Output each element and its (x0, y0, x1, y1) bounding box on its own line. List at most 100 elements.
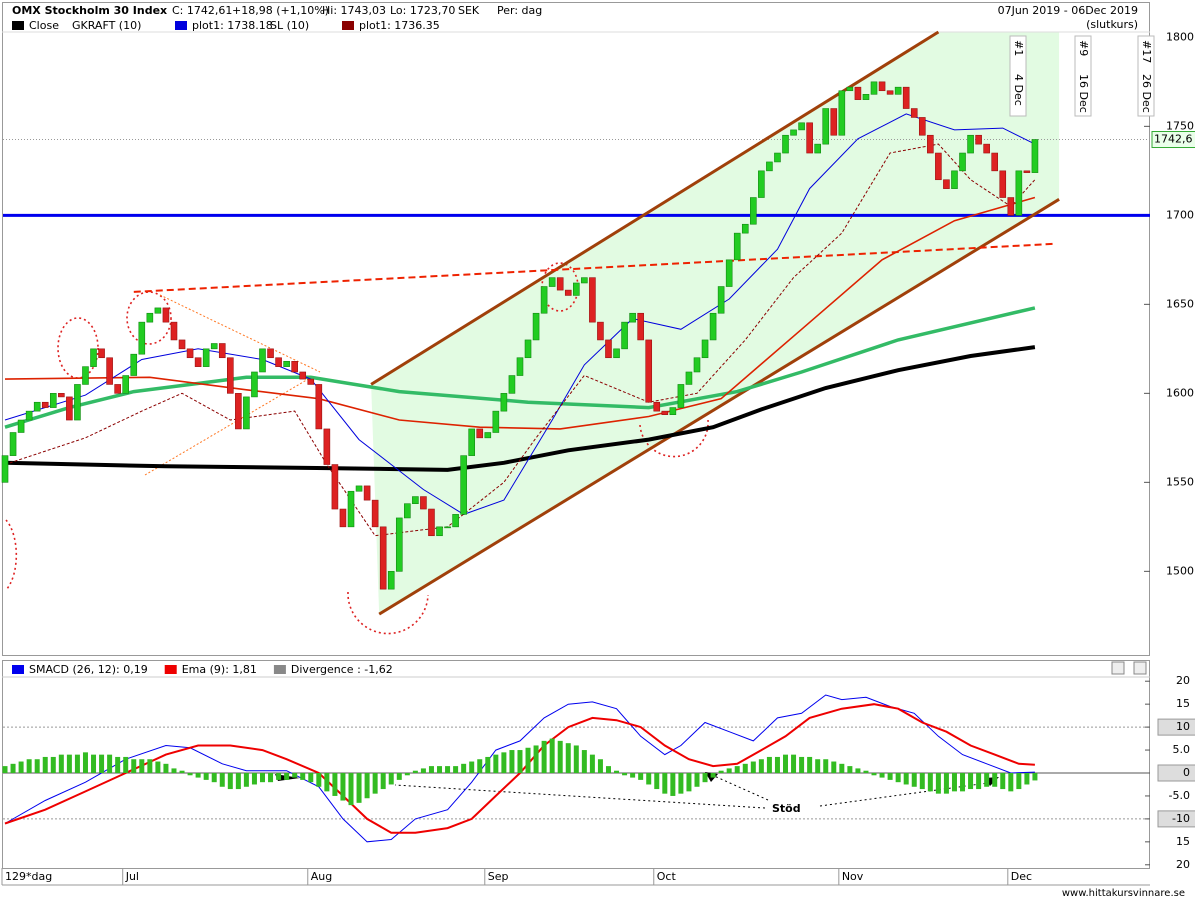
histogram-bar (324, 773, 330, 792)
histogram-bar (646, 773, 652, 785)
candle (838, 90, 846, 136)
panel-close-button[interactable] (1133, 661, 1147, 675)
header-field: Per: dag (497, 4, 542, 17)
candle (902, 86, 910, 109)
histogram-bar (863, 770, 869, 773)
candle (951, 170, 958, 189)
histogram-bar (163, 763, 169, 773)
candle (58, 393, 65, 398)
histogram-bar (1024, 773, 1030, 785)
candle (750, 197, 757, 225)
marker-date: 16 Dec (1077, 74, 1090, 113)
histogram-bar (300, 773, 306, 780)
histogram-bar (404, 773, 410, 776)
candle (275, 357, 282, 367)
histogram-bar (420, 768, 426, 773)
histogram-bar (276, 773, 282, 780)
candle (709, 312, 717, 341)
candle (975, 134, 982, 145)
candle (500, 393, 508, 412)
candle (492, 410, 500, 433)
legend-label: SMACD (26, 12): 0,19 (29, 663, 148, 676)
histogram-bar (292, 773, 298, 778)
candle (178, 339, 186, 350)
candle (283, 360, 290, 367)
histogram-bar (968, 773, 974, 790)
macd-line (4, 703, 1035, 834)
histogram-bar (589, 754, 595, 773)
histogram-bar (99, 754, 105, 773)
candle (323, 428, 331, 465)
candle (661, 410, 669, 416)
histogram-bar (10, 763, 16, 773)
price-basis: (slutkurs) (1086, 18, 1138, 31)
candle (98, 348, 105, 359)
histogram-bar (791, 754, 797, 773)
histogram-bar (412, 770, 418, 773)
histogram-bar (477, 759, 483, 773)
main-frame (2, 2, 1150, 656)
candle (766, 161, 773, 172)
candle (227, 357, 234, 394)
histogram-bar (284, 773, 290, 780)
foreground-layer: C: 1742,61 +18,98 (+1,10%)Hi: 1743,03 Lo: … (1, 4, 1195, 885)
histogram-bar (734, 766, 740, 773)
candle (959, 152, 966, 172)
candle (782, 134, 789, 154)
candle (251, 371, 258, 398)
candle (918, 117, 926, 136)
histogram-bar (348, 773, 354, 806)
candle (572, 282, 580, 296)
candle (170, 321, 178, 341)
histogram-bar (774, 756, 780, 773)
histogram-bar (815, 759, 821, 773)
histogram-bar (74, 754, 80, 773)
histogram-bar (541, 740, 547, 773)
candle (347, 490, 355, 528)
candle (605, 339, 612, 359)
candle (774, 152, 781, 163)
candle (830, 108, 838, 136)
candle (66, 396, 73, 421)
indicator-line (4, 113, 1036, 515)
marker-date: 26 Dec (1140, 74, 1153, 113)
annotation: Stöd (772, 802, 801, 815)
histogram-bar (887, 773, 893, 780)
histogram-bar (155, 761, 161, 773)
candle (218, 343, 226, 359)
header-field: +18,98 (+1,10%) (232, 4, 329, 17)
y-tick-label: 0 (1183, 766, 1190, 779)
histogram-bar (678, 773, 684, 794)
panel-button[interactable] (1111, 661, 1125, 675)
candle (886, 90, 894, 95)
candle (725, 259, 733, 287)
candle (25, 410, 33, 421)
x-tick-label: 129*dag (5, 870, 52, 883)
candle (669, 407, 677, 415)
histogram-bar (533, 745, 539, 773)
histogram-bar (107, 754, 113, 773)
candle (420, 496, 427, 510)
candle (548, 277, 556, 287)
histogram-bar (831, 761, 837, 773)
candle (436, 526, 443, 537)
last-price-label: 1742,6 (1154, 133, 1193, 146)
candle (516, 357, 524, 376)
candle (894, 86, 902, 95)
legend-swatch (273, 665, 286, 674)
histogram-bar (340, 773, 346, 801)
candle (404, 503, 411, 519)
y-tick-label: -10 (1172, 812, 1190, 825)
candle (259, 348, 266, 373)
candle (412, 496, 419, 504)
histogram-bar (573, 745, 579, 773)
candle (267, 348, 274, 359)
candle (508, 375, 516, 394)
histogram-bar (380, 773, 386, 790)
histogram-bar (372, 773, 378, 794)
histogram-bar (943, 773, 949, 794)
histogram-bar (605, 766, 611, 773)
legend-swatch (12, 665, 24, 674)
candle (637, 312, 644, 341)
candle (846, 86, 854, 92)
